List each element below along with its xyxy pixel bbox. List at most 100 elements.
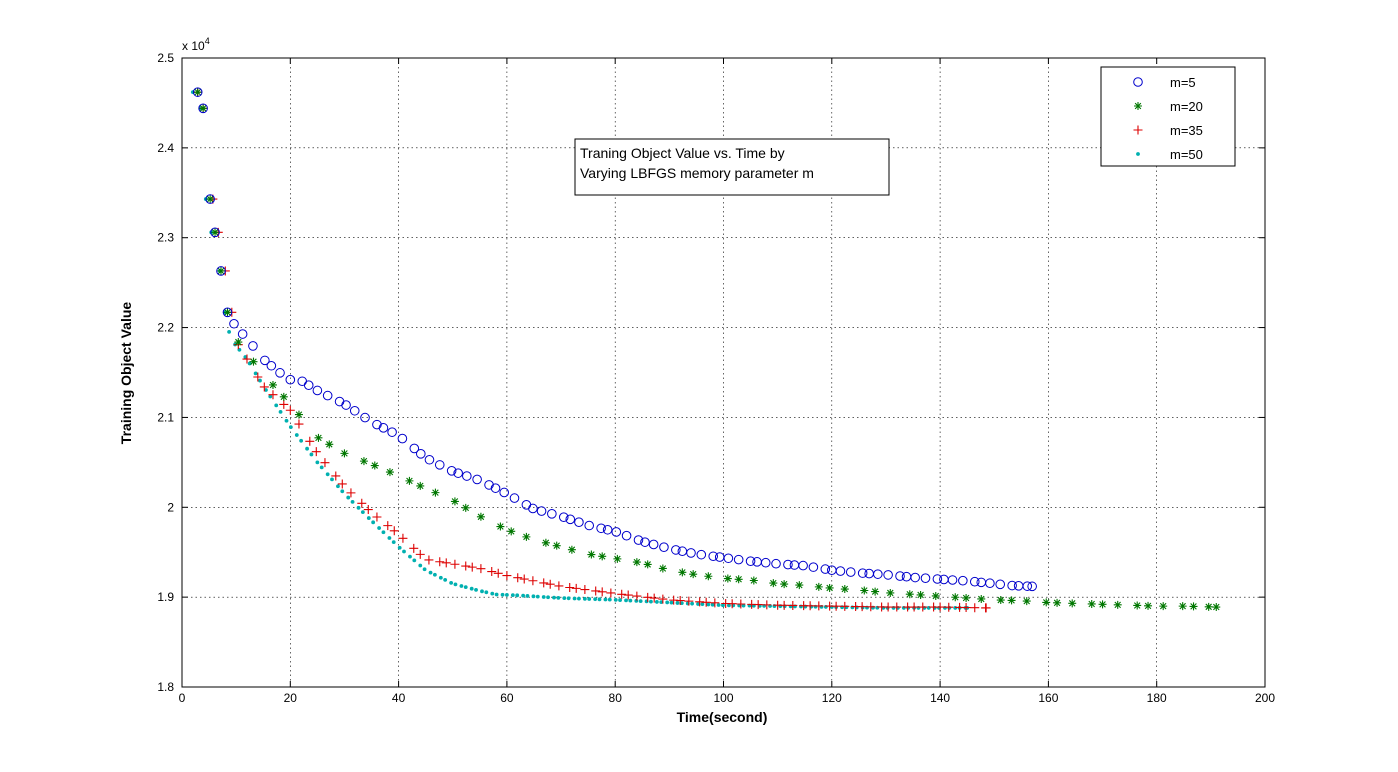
data-point: [723, 553, 734, 564]
data-point: [643, 592, 653, 602]
data-point: [669, 600, 674, 605]
data-point: [552, 595, 556, 600]
data-point: [320, 458, 330, 468]
data-point: [198, 103, 208, 114]
data-point: [206, 195, 215, 204]
data-point: [873, 569, 883, 579]
data-point: [805, 601, 815, 611]
data-point: [432, 572, 437, 577]
data-point: [618, 598, 622, 602]
legend-label: m=20: [1170, 99, 1203, 114]
data-point: [509, 493, 520, 503]
data-point: [499, 487, 509, 498]
data-point: [274, 403, 279, 408]
data-point: [294, 433, 299, 437]
data-point: [686, 548, 696, 558]
data-point: [510, 593, 515, 598]
data-point: [962, 593, 971, 602]
data-point: [658, 564, 667, 573]
data-point: [571, 583, 581, 593]
data-point: [449, 580, 454, 585]
data-point: [643, 560, 652, 569]
data-point: [502, 571, 512, 581]
data-point: [409, 543, 419, 553]
data-point: [346, 488, 356, 498]
data-point: [299, 438, 304, 443]
data-point: [346, 495, 351, 500]
data-point: [745, 556, 756, 567]
data-point: [648, 539, 659, 550]
x-tick-label: 160: [1038, 691, 1058, 705]
data-point: [567, 545, 576, 554]
data-point: [424, 555, 434, 565]
data-point: [886, 588, 895, 597]
data-point: [935, 602, 945, 612]
data-point: [268, 394, 273, 399]
data-point: [1204, 602, 1213, 611]
data-point: [716, 603, 721, 607]
data-point: [1068, 599, 1077, 608]
data-point: [539, 578, 549, 588]
data-point: [684, 596, 694, 606]
data-point: [434, 460, 445, 470]
data-point: [916, 590, 925, 599]
data-point: [638, 599, 643, 604]
data-point: [649, 593, 659, 603]
data-point: [253, 371, 258, 376]
data-point: [340, 449, 349, 458]
data-point: [820, 564, 831, 574]
data-point: [229, 318, 239, 329]
data-point: [453, 468, 463, 478]
data-point: [216, 266, 225, 275]
data-point: [253, 372, 263, 382]
annotation-line-2: Varying LBFGS memory parameter m: [580, 165, 814, 181]
data-point: [835, 566, 846, 576]
data-point: [438, 575, 443, 580]
data-point: [312, 385, 323, 396]
data-point: [613, 554, 622, 563]
data-point: [566, 596, 571, 601]
data-point: [242, 354, 252, 364]
data-point: [309, 452, 314, 457]
data-point: [558, 512, 569, 522]
y-tick-label: 1.8: [157, 680, 174, 694]
data-point: [762, 600, 772, 610]
data-point: [597, 587, 607, 597]
data-point: [857, 602, 867, 612]
data-point: [591, 586, 601, 596]
data-point: [1042, 598, 1051, 607]
data-point: [961, 603, 971, 613]
data-point: [706, 602, 711, 607]
data-point: [788, 600, 798, 610]
data-point: [565, 583, 575, 593]
data-point: [480, 589, 484, 594]
data-point: [409, 443, 420, 454]
data-point: [611, 527, 622, 537]
data-point: [431, 488, 440, 497]
data-point: [356, 505, 361, 510]
legend-label: m=50: [1170, 147, 1203, 162]
data-point: [461, 503, 470, 512]
annotation-line-1: Traning Object Value vs. Time by: [580, 145, 785, 161]
legend-marker: [1136, 152, 1140, 156]
data-point: [490, 483, 501, 493]
data-point: [603, 597, 608, 602]
data-point: [658, 594, 668, 604]
data-point: [387, 536, 392, 540]
data-point: [422, 567, 427, 572]
data-point: [985, 578, 995, 589]
data-point: [359, 457, 368, 466]
data-point: [700, 602, 705, 607]
data-point: [496, 522, 505, 531]
data-point: [696, 602, 700, 606]
data-point: [279, 392, 288, 401]
data-point: [199, 104, 208, 113]
data-point: [895, 571, 905, 581]
data-point: [845, 567, 856, 577]
data-point: [325, 440, 334, 449]
data-point: [531, 594, 536, 599]
data-point: [360, 412, 370, 423]
data-point: [319, 465, 324, 470]
data-point: [371, 520, 376, 525]
